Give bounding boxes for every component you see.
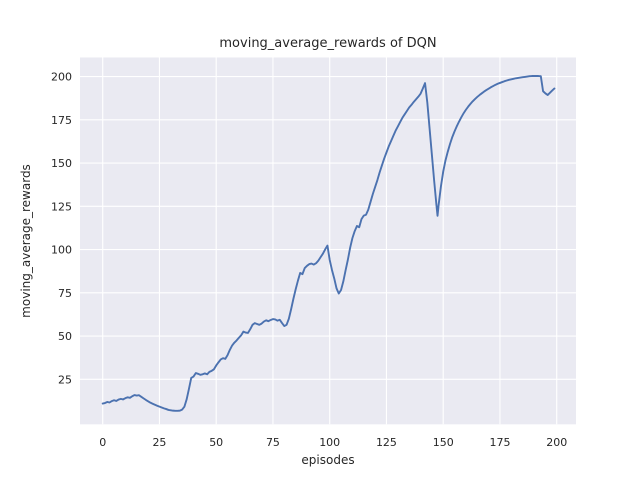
x-tick-label: 75 [266, 436, 280, 449]
y-tick-label: 100 [51, 244, 72, 257]
x-tick-label: 0 [99, 436, 106, 449]
y-tick-label: 75 [58, 287, 72, 300]
y-tick-label: 125 [51, 200, 72, 213]
x-tick-label: 150 [433, 436, 454, 449]
y-tick-label: 175 [51, 114, 72, 127]
x-tick-label: 200 [546, 436, 567, 449]
y-tick-label: 50 [58, 330, 72, 343]
y-axis-label: moving_average_rewards [19, 164, 33, 318]
chart-title: moving_average_rewards of DQN [219, 36, 436, 51]
x-axis-label: episodes [301, 453, 354, 467]
reward-line [101, 75, 556, 412]
x-tick-label: 100 [319, 436, 340, 449]
x-tick-label: 25 [152, 436, 166, 449]
y-tick-label: 150 [51, 157, 72, 170]
plot-area [80, 57, 576, 425]
series-layer [101, 75, 556, 412]
x-tick-label: 175 [489, 436, 510, 449]
y-tick-label: 25 [58, 373, 72, 386]
tick-layer: 0 25 50 75 100 125 150 175 200 25 50 75 100 125 150 175… [51, 71, 567, 449]
x-tick-label: 50 [209, 436, 223, 449]
x-tick-label: 125 [376, 436, 397, 449]
y-tick-label: 200 [51, 71, 72, 84]
